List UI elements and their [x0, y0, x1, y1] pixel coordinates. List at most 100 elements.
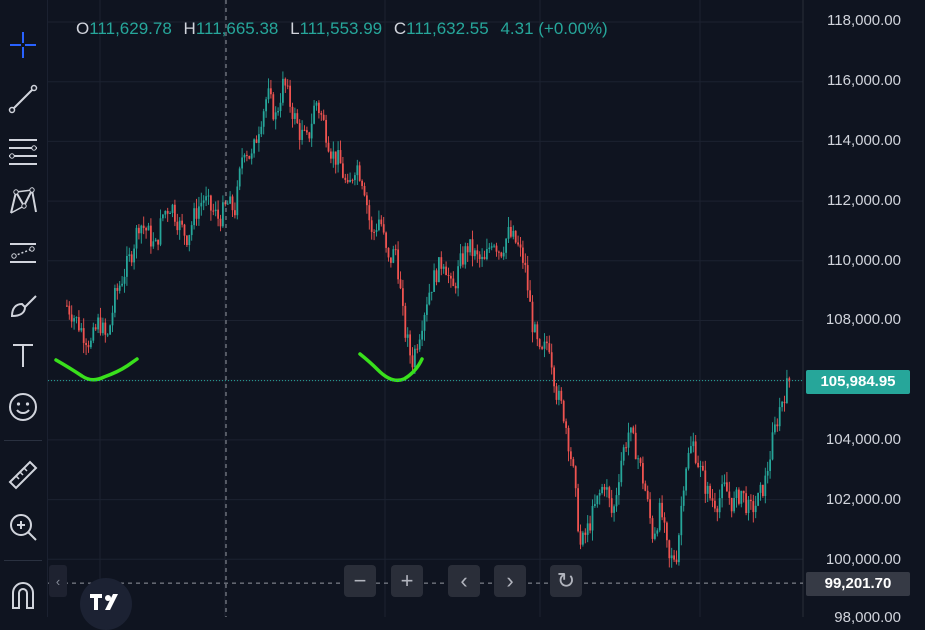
candle-body [366, 195, 368, 206]
candle-body [469, 239, 471, 253]
emoji-icon [9, 393, 37, 421]
candle-body [658, 502, 661, 531]
candle-body [565, 421, 567, 428]
magnet-tool[interactable] [4, 576, 42, 614]
candle-body [733, 498, 735, 512]
candle-body [502, 252, 505, 257]
zoom-in-icon [10, 514, 37, 541]
candle-body [183, 224, 186, 236]
candle-body [238, 168, 241, 187]
reset-icon: ↻ [556, 568, 576, 593]
trend-line-tool[interactable] [4, 80, 42, 118]
candle-body [66, 305, 68, 307]
zoom-out-button[interactable]: − [344, 565, 376, 597]
candle-body [488, 247, 491, 250]
axis-label: 104,000.00 [825, 431, 901, 448]
candle-body [754, 505, 757, 513]
candle-body [368, 205, 371, 221]
candle-body [390, 257, 392, 263]
minus-icon: − [353, 568, 367, 593]
candle-body [442, 266, 445, 269]
candle-body [474, 250, 476, 257]
candle-body [351, 179, 354, 181]
candle-body [97, 317, 99, 330]
emoji-tool[interactable] [4, 388, 42, 426]
axis-label: 116,000.00 [827, 72, 901, 89]
candle-body [207, 195, 210, 197]
reset-chart-button[interactable]: ↻ [550, 565, 582, 597]
candle-body [771, 432, 774, 460]
scroll-left-button[interactable]: ‹ [448, 565, 480, 597]
chart-area[interactable] [0, 0, 925, 617]
candle-body [510, 226, 512, 237]
candle-body [171, 204, 174, 213]
scroll-right-button[interactable]: › [494, 565, 526, 597]
fib-retracement-tool[interactable] [4, 132, 42, 170]
price-chart[interactable] [0, 0, 925, 617]
candle-body [574, 466, 577, 489]
price-axis[interactable]: 118,000.00 116,000.00 114,000.00 112,000… [803, 0, 925, 626]
candle-body [241, 157, 243, 169]
candle-body [428, 292, 431, 305]
candle-body [325, 119, 327, 143]
zoom-in-button[interactable]: + [391, 565, 423, 597]
candle-body [517, 242, 519, 245]
candle-body [349, 179, 351, 183]
axis-label: 108,000.00 [825, 311, 901, 328]
candle-body [500, 252, 503, 257]
pattern-tool[interactable] [4, 182, 42, 220]
candle-body [174, 204, 176, 222]
text-tool[interactable] [4, 336, 42, 374]
candle-body [682, 490, 685, 506]
candle-body [548, 343, 551, 353]
candle-body [673, 555, 675, 560]
support-annotation-right [358, 352, 424, 383]
candle-body [507, 226, 510, 239]
candle-body [543, 341, 546, 349]
crosshair-tool[interactable] [4, 26, 42, 64]
candle-body [632, 427, 635, 433]
annotations [54, 352, 424, 383]
collapse-toolbar-button[interactable]: ‹ [49, 565, 67, 597]
candle-body [402, 288, 404, 306]
candle-body [606, 487, 608, 490]
ruler-tool[interactable] [4, 456, 42, 494]
text-icon [13, 344, 33, 367]
candle-body [466, 246, 469, 253]
candle-body [450, 275, 452, 279]
candle-body [392, 249, 395, 263]
candle-body [555, 386, 558, 400]
candle-body [375, 230, 378, 232]
brush-tool[interactable] [4, 286, 42, 324]
candle-body [560, 390, 563, 401]
candle-body [382, 224, 385, 233]
candle-body [418, 339, 421, 350]
candle-body [298, 123, 301, 140]
candle-body [198, 206, 200, 219]
candle-body [445, 266, 447, 276]
candle-body [687, 452, 690, 469]
candle-body [162, 214, 164, 219]
candle-body [553, 367, 555, 387]
candle-body [313, 105, 315, 124]
candle-body [716, 508, 719, 513]
zoom-in-tool[interactable] [4, 508, 42, 546]
candle-body [738, 489, 740, 504]
candle-body [630, 427, 632, 433]
candle-body [308, 132, 311, 139]
candle-body [649, 499, 651, 519]
candle-body [75, 317, 78, 319]
tradingview-logo[interactable] [80, 578, 132, 630]
candle-body [778, 407, 781, 427]
forecast-tool[interactable] [4, 234, 42, 272]
chevron-right-icon: › [506, 568, 514, 593]
candle-body [435, 270, 438, 283]
candle-body [421, 330, 423, 340]
candle-body [670, 555, 673, 559]
ruler-icon [8, 460, 38, 490]
candle-body [334, 151, 337, 165]
candle-body [514, 230, 517, 243]
candle-body [224, 202, 227, 205]
candle-body [728, 491, 731, 498]
candle-body [322, 114, 325, 120]
